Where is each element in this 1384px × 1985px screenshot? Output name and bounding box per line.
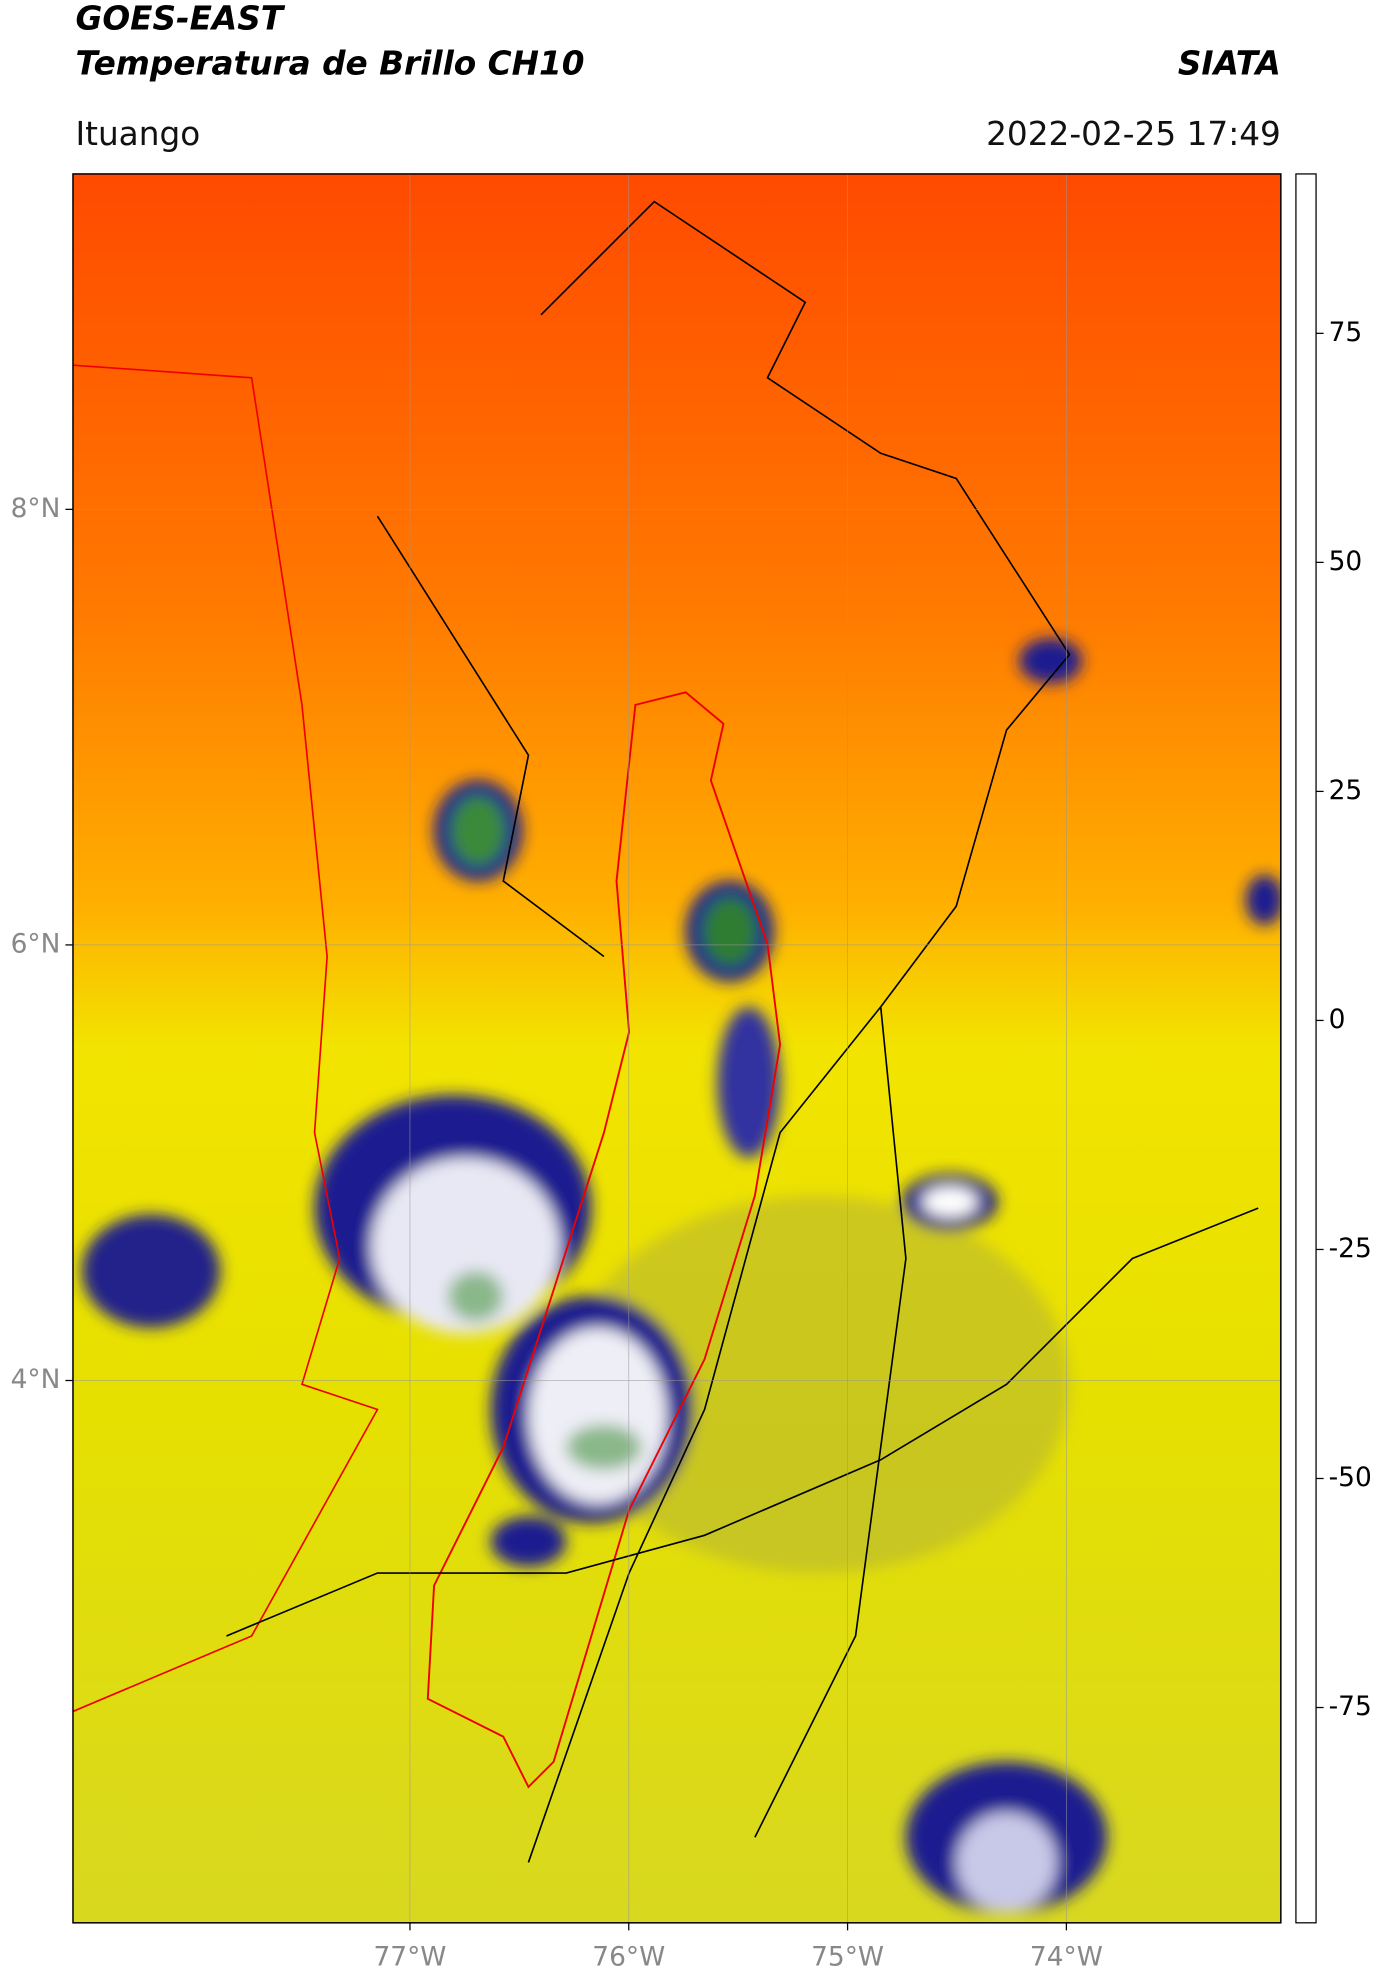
- coastline: [72, 364, 379, 1713]
- map-frame: [72, 173, 1282, 1924]
- y-tick-label: 8°N: [11, 493, 61, 524]
- colorbar-tick-label: -25: [1329, 1233, 1372, 1264]
- location: Ituango: [75, 115, 200, 153]
- boundaries: [226, 200, 1259, 1863]
- y-tick-label: 6°N: [11, 928, 61, 959]
- colorbar-tick-label: 75: [1329, 317, 1363, 348]
- grid: [72, 173, 1281, 1923]
- x-tick-label: 74°W: [1030, 1942, 1103, 1973]
- y-tick-label: 4°N: [11, 1364, 61, 1395]
- colorbar-tick-label: -75: [1329, 1691, 1372, 1722]
- title: GOES-EAST: [75, 0, 285, 37]
- brand: SIATA: [1178, 45, 1281, 83]
- colorbar-tick-label: -50: [1329, 1462, 1372, 1493]
- x-tick-label: 75°W: [811, 1942, 884, 1973]
- colorbar-tick-label: 50: [1329, 546, 1363, 577]
- datetime: 2022-02-25 17:49: [986, 115, 1281, 153]
- colorbar-tick-label: 0: [1329, 1004, 1346, 1035]
- x-tick-label: 76°W: [592, 1942, 665, 1973]
- clouds: [81, 638, 1281, 1913]
- subtitle: Temperatura de Brillo CH10: [75, 45, 584, 83]
- colorbar: [1295, 173, 1317, 1924]
- x-tick-label: 77°W: [373, 1942, 446, 1973]
- map: [72, 173, 1281, 1923]
- colorbar-tick-label: 25: [1329, 775, 1363, 806]
- region-outline: [426, 691, 782, 1789]
- map-background: [72, 173, 1281, 1923]
